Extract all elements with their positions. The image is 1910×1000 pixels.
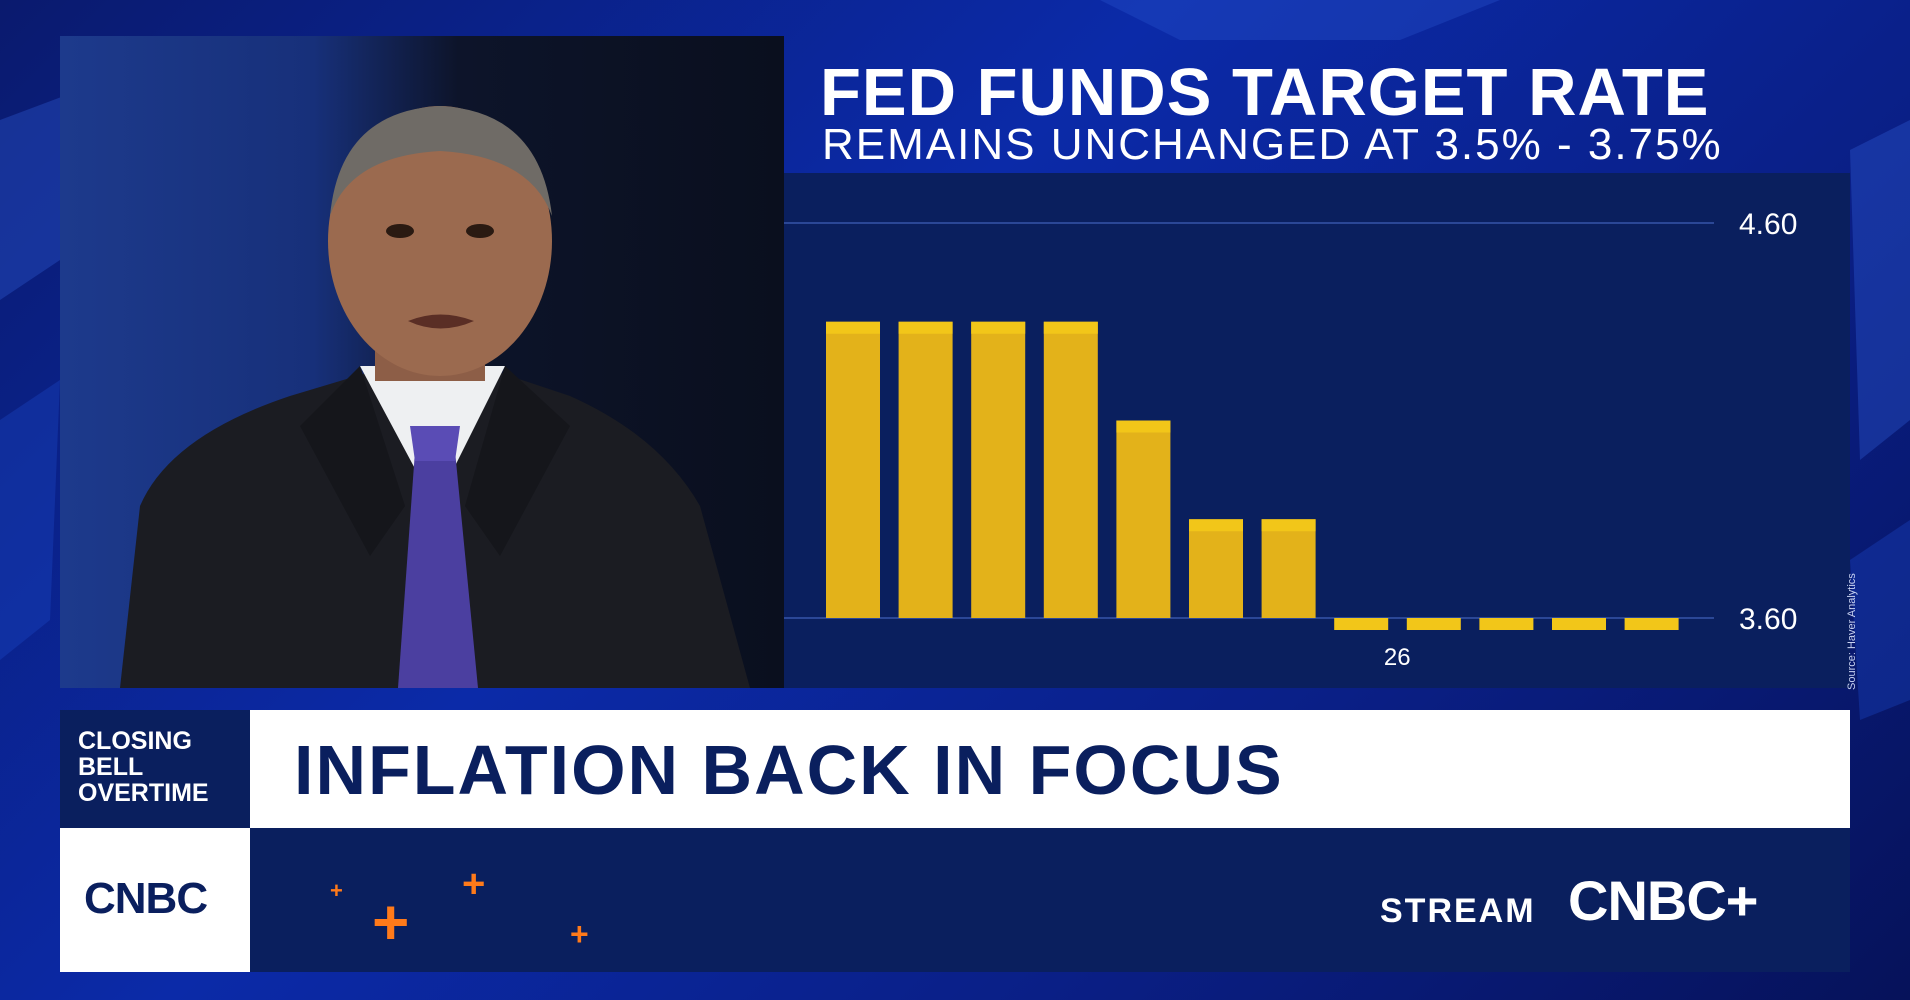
video-feed [60,36,784,688]
bar-cap [1116,420,1171,433]
show-name-box: CLOSING BELL OVERTIME [60,710,250,828]
bar [898,321,953,618]
bar [1116,420,1171,618]
bar-cap [1552,618,1606,630]
show-name-line: CLOSING [78,727,192,755]
plus-icon: + [372,886,410,958]
ticker-bar: + + + + STREAM CNBC+ [250,828,1850,972]
chart-subtitle: REMAINS UNCHANGED AT 3.5% - 3.75% [822,120,1723,169]
plus-icon: + [570,916,589,952]
source-note: Source: Haver Analytics [1846,573,1858,690]
bar-cap [1334,618,1389,630]
bar-cap [826,321,880,334]
bar [1261,519,1316,618]
bar-cap [971,321,1026,334]
y-tick-label: 3.60 [1739,603,1797,636]
show-name-line: BELL [78,753,144,781]
bar-cap [1624,618,1679,630]
speaker-figure [120,106,750,688]
bar [826,321,880,618]
headline-text: INFLATION BACK IN FOCUS [294,731,1284,809]
stream-label: STREAM [1380,892,1536,930]
bar-cap [1261,519,1316,532]
bar-cap [898,321,953,334]
stream-logo: CNBC+ [1568,869,1758,932]
bar-cap [1043,321,1098,334]
bar [971,321,1026,618]
show-name-line: OVERTIME [78,779,209,807]
fed-funds-chart: 4.60 3.60 26 [784,208,1797,671]
network-logo-box: CNBC [60,828,250,972]
chart-title: FED FUNDS TARGET RATE [820,55,1710,130]
headline-bar: INFLATION BACK IN FOCUS [250,710,1850,828]
bar [1043,321,1098,618]
plus-icon: + [462,862,486,906]
x-tick-label: 26 [1384,644,1411,671]
plus-icon: + [330,878,343,903]
network-logo: CNBC [84,874,208,923]
bar-cap [1406,618,1461,630]
chart-panel: 4.60 3.60 26 [784,173,1850,688]
y-tick-label: 4.60 [1739,208,1797,241]
bar [1189,519,1243,618]
bar-cap [1189,519,1243,532]
bar-cap [1479,618,1534,630]
